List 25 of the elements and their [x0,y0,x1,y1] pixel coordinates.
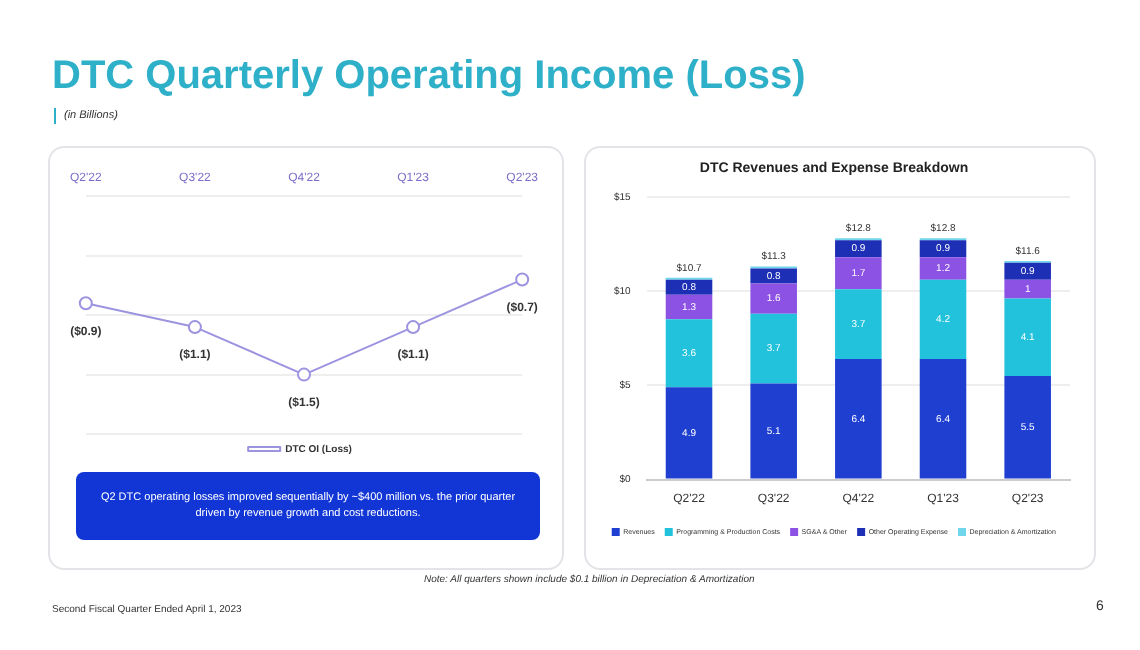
bar [1004,279,1051,299]
bar [750,383,797,479]
point [515,272,530,287]
bar [1004,375,1051,479]
chart-title: DTC Quarterly Operating Income (Loss) [52,54,806,100]
bar [665,319,713,388]
point [297,367,311,382]
bar [665,294,713,320]
bar [919,358,967,479]
bar [750,283,797,314]
bar [750,268,797,284]
bar [835,358,882,479]
bar [1004,298,1051,376]
bar [835,257,882,290]
bar [750,313,797,384]
bar [1004,262,1051,280]
point [406,320,421,335]
bar [835,240,882,258]
bar [835,289,882,359]
bar [919,279,967,359]
bar [919,240,967,258]
bar [919,257,967,280]
point [78,296,93,311]
point [187,320,202,335]
bar [665,387,713,479]
